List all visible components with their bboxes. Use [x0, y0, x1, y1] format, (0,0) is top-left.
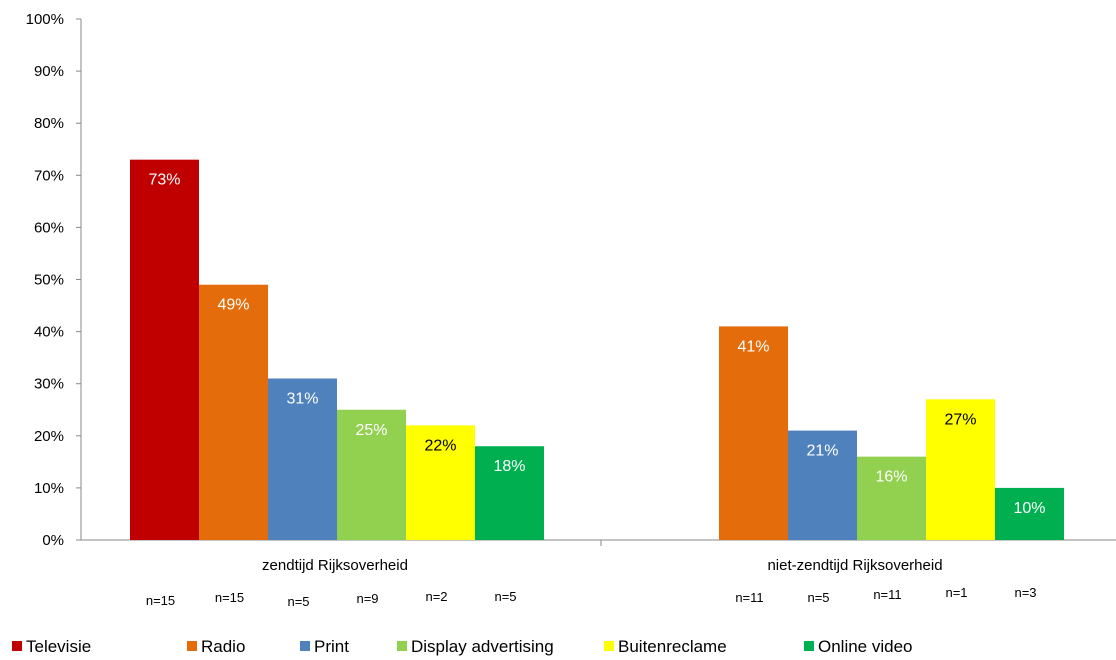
y-tick-label: 40%: [34, 324, 64, 341]
sample-size-label: n=5: [807, 590, 829, 605]
sample-size-label: n=15: [215, 590, 244, 605]
legend-swatch: [804, 641, 814, 651]
data-label: 25%: [355, 422, 387, 439]
data-label: 16%: [875, 469, 907, 486]
bar-buitenreclame: [406, 425, 475, 540]
data-label: 22%: [424, 437, 456, 454]
data-label: 31%: [286, 390, 318, 407]
bar-online-video: [475, 446, 544, 540]
bar-buitenreclame: [926, 399, 995, 540]
sample-size-label: n=5: [287, 594, 309, 609]
bar-radio: [199, 284, 268, 540]
legend-swatch: [397, 641, 407, 651]
y-tick-label: 10%: [34, 480, 64, 497]
data-label: 18%: [493, 458, 525, 475]
bar-display-advertising: [337, 409, 406, 540]
y-axis-ticks: 0% 10% 20% 30% 40% 50% 60% 70% 80% 90% 100%: [26, 11, 81, 549]
category-label: zendtijd Rijksoverheid: [262, 557, 408, 574]
sample-size-label: n=3: [1014, 585, 1036, 600]
sample-size-label: n=11: [735, 590, 763, 605]
legend: Televisie Radio Print Display advertising Bu…: [12, 637, 913, 656]
bar-televisie: [130, 159, 199, 541]
data-label: 49%: [217, 297, 249, 314]
legend-swatch: [187, 641, 197, 651]
y-tick-label: 100%: [26, 11, 64, 28]
legend-label: Online video: [818, 637, 913, 656]
legend-swatch: [12, 641, 22, 651]
data-label: 21%: [806, 443, 838, 460]
data-label: 10%: [1013, 500, 1045, 517]
category-label: niet-zendtijd Rijksoverheid: [767, 557, 942, 574]
sample-size-label: n=9: [356, 591, 378, 606]
bar-online-video: [995, 487, 1064, 540]
legend-label: Radio: [201, 637, 245, 656]
legend-label: Buitenreclame: [618, 637, 727, 656]
sample-size-labels: n=15 n=15 n=5 n=9 n=2 n=5 n=11 n=5 n=11 n=1 n=3: [146, 585, 1037, 609]
category-labels: zendtijd Rijksoverheid niet-zendtijd Rijk…: [262, 557, 943, 574]
y-tick-label: 70%: [34, 167, 64, 184]
legend-label: Display advertising: [411, 637, 554, 656]
y-tick-label: 0%: [42, 532, 64, 549]
y-tick-label: 80%: [34, 115, 64, 132]
bar-print: [788, 430, 857, 540]
bar-print: [268, 378, 337, 540]
y-tick-label: 20%: [34, 428, 64, 445]
sample-size-label: n=2: [425, 589, 447, 604]
legend-swatch: [300, 641, 310, 651]
data-label: 73%: [148, 172, 180, 189]
sample-size-label: n=1: [945, 585, 967, 600]
legend-swatch: [604, 641, 614, 651]
legend-label: Televisie: [26, 637, 91, 656]
y-tick-label: 90%: [34, 63, 64, 80]
legend-label: Print: [314, 637, 349, 656]
sample-size-label: n=11: [873, 587, 901, 602]
sample-size-label: n=15: [146, 593, 175, 608]
data-label: 41%: [737, 338, 769, 355]
bar-display-advertising: [857, 456, 926, 540]
bars: 73% 49% 31% 25% 22% 18% 41% 21% 16% 27% 10%: [130, 159, 1064, 541]
bar-radio: [719, 326, 788, 540]
y-tick-label: 50%: [34, 272, 64, 289]
data-label: 27%: [944, 411, 976, 428]
y-tick-label: 30%: [34, 376, 64, 393]
y-tick-label: 60%: [34, 219, 64, 236]
sample-size-label: n=5: [494, 589, 516, 604]
